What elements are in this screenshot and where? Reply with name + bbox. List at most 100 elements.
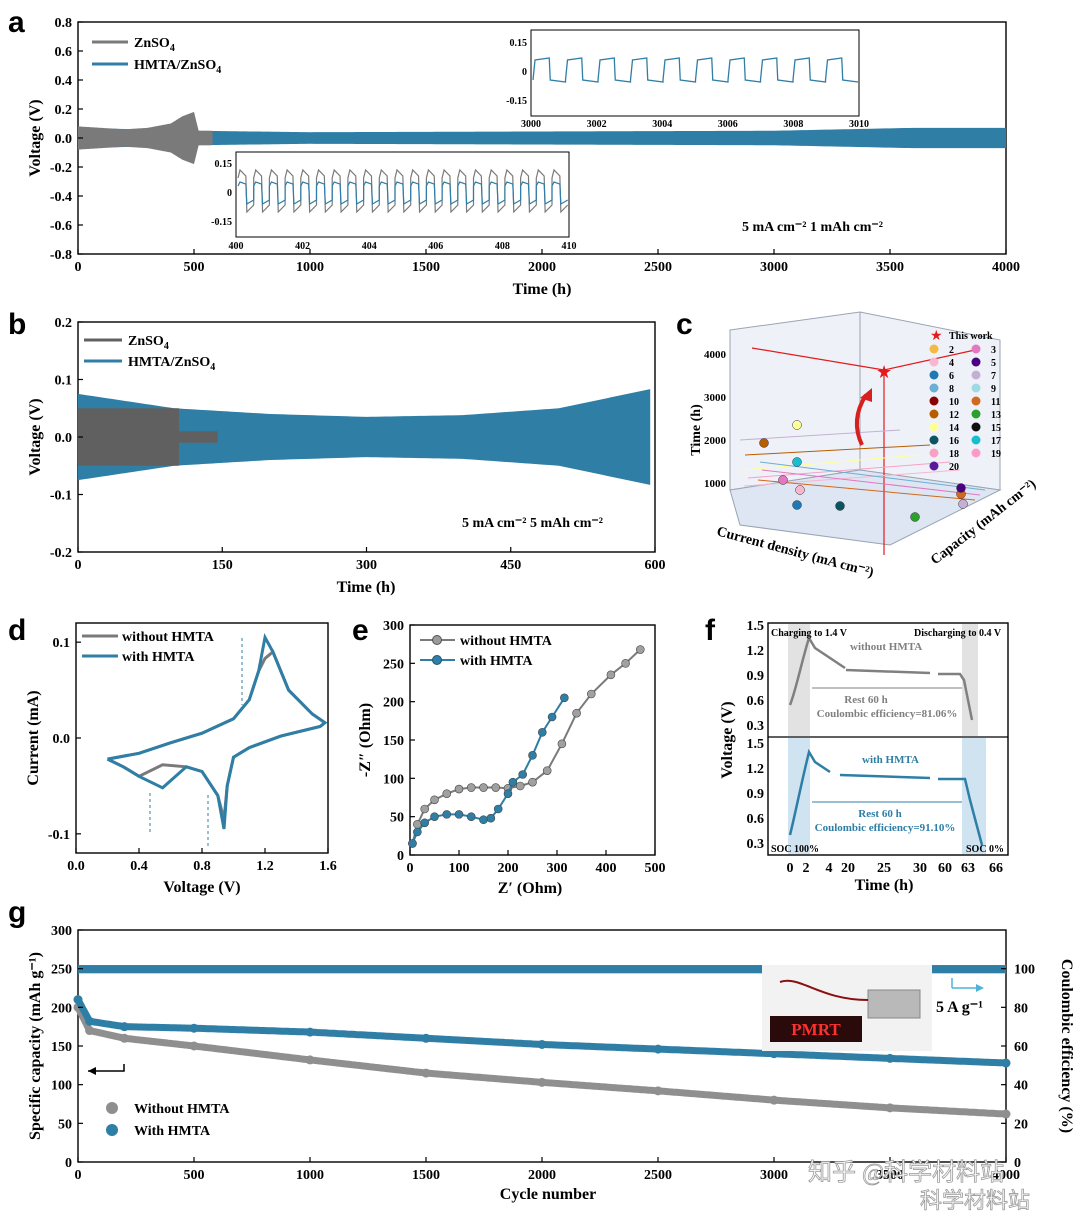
f-top-discharge-text: Discharging to 0.4 V (914, 628, 1002, 639)
c-legend-text-4: 5 (991, 358, 996, 369)
e-point-0-16 (606, 670, 616, 680)
e-ytick-label-4: 100 (383, 772, 404, 787)
a-xtick-label-7: 3500 (876, 260, 904, 275)
g-annotation: 5 A g⁻¹ (936, 999, 983, 1016)
g-photo-device (867, 989, 921, 1019)
panel-a: a 0.8 0.6 0.4 0.2 0.0 -0.2 -0.4 -0.6 -0.8 0 500 10… (8, 6, 1020, 298)
a-ytick-label-7: -0.6 (50, 219, 72, 234)
c-point-6 (835, 501, 845, 511)
c-legend-text-10: 11 (991, 397, 1000, 408)
c-legend-marker-16 (971, 435, 981, 445)
b-y-label: Voltage (V) (27, 398, 44, 475)
g-ytick-label-3: 150 (51, 1040, 72, 1055)
b-x-ticks: 0 150 300 450 600 (75, 547, 666, 573)
a-inset-bottom-xtick-5: 410 (562, 241, 577, 252)
e-xtick-label-0: 0 (407, 861, 414, 876)
a-inset-top-xtick-3: 3006 (718, 119, 738, 130)
g-right-arrow (951, 978, 976, 989)
e-ytick-label-2: 200 (383, 696, 404, 711)
a-inset-bottom-frame (235, 151, 570, 238)
e-point-1-15 (547, 712, 557, 722)
b-y-ticks: 0.2 0.1 0.0 -0.1 -0.2 (50, 316, 83, 561)
e-point-0-5 (454, 784, 464, 794)
c-legend-marker-8 (971, 383, 981, 393)
f-top-charge-shade (788, 624, 810, 736)
a-series-znso4-band (78, 111, 213, 165)
c-legend-marker-6 (971, 370, 981, 380)
f-top-label: without HMTA (850, 641, 922, 653)
c-legend-text-17: 18 (949, 449, 959, 460)
e-point-1-14 (537, 728, 547, 737)
e-data-points (408, 645, 645, 848)
g-point-0-2 (119, 1033, 129, 1043)
b-series-znso4-tail (178, 431, 218, 443)
f-top-rest: Rest 60 h (844, 694, 887, 706)
f-ticks: 0 2 4 20 25 30 60 63 66 1.5 1.2 0.9 0.6 0.3 1.5 1.2 0.9 0… (747, 619, 1004, 876)
d-ytick-label-0: 0.1 (53, 636, 71, 651)
a-xtick-label-4: 2000 (528, 260, 556, 275)
c-legend-marker-9 (929, 396, 939, 406)
c-legend-text-6: 7 (991, 371, 996, 382)
a-xtick-label-2: 1000 (296, 260, 324, 275)
g-y2tick-label-3: 40 (1014, 1079, 1028, 1094)
d-y-ticks: 0.1 0.0 -0.1 (48, 636, 81, 843)
a-legend-text-0: ZnSO4 (134, 36, 175, 54)
panel-letter-f: f (705, 614, 716, 647)
g-xtick-label-7: 3500 (876, 1168, 904, 1183)
a-legend-text-1: HMTA/ZnSO4 (134, 58, 221, 76)
d-legend-text-1: with HMTA (122, 650, 195, 665)
g-legend-text-1: With HMTA (134, 1124, 211, 1139)
f-xtick-3: 20 (841, 861, 855, 876)
g-ce-band-1 (78, 965, 1006, 974)
g-point-1-4 (305, 1027, 315, 1037)
g-point-1-10 (1001, 1058, 1011, 1068)
d-x-label: Voltage (V) (163, 879, 240, 896)
f-x-label: Time (h) (855, 877, 914, 894)
a-y-ticks: 0.8 0.6 0.4 0.2 0.0 -0.2 -0.4 -0.6 -0.8 (50, 16, 83, 263)
e-ytick-label-0: 300 (383, 619, 404, 634)
f-ytick-top-3: 0.6 (747, 694, 765, 709)
d-legend-text-0: without HMTA (122, 630, 215, 645)
f-ytick-top-2: 0.9 (747, 669, 765, 684)
a-x-ticks: 0 500 1000 1500 2000 2500 3000 3500 4000 (75, 249, 1020, 275)
e-point-0-4 (442, 789, 452, 798)
g-y2tick-label-0: 100 (1014, 963, 1035, 978)
g-xtick-label-4: 2000 (528, 1168, 556, 1183)
e-xtick-label-1: 100 (449, 861, 470, 876)
c-legend-marker-17 (929, 448, 939, 458)
e-legend-marker-1 (432, 655, 442, 665)
a-inset-top-ytick-1: 0 (522, 67, 527, 78)
c-legend-text-0: This work (949, 331, 993, 342)
e-point-1-16 (560, 693, 569, 703)
c-point-0 (759, 438, 769, 448)
a-ytick-label-0: 0.8 (55, 16, 73, 31)
a-xtick-label-6: 3000 (760, 260, 788, 275)
c-legend-text-11: 12 (949, 410, 959, 421)
g-y-label: Specific capacity (mAh g⁻¹) (27, 952, 44, 1140)
g-point-1-2 (119, 1022, 129, 1032)
g-left-arrow-head (88, 1067, 96, 1075)
b-ytick-label-0: 0.2 (55, 316, 73, 331)
e-point-1-1 (413, 827, 422, 837)
f-top-ce: Coulombic efficiency=81.06% (817, 708, 958, 720)
a-inset-bottom-series-blue (237, 181, 569, 206)
g-photo-led-text: PMRT (791, 1020, 841, 1039)
a-y-label: Voltage (V) (27, 99, 44, 176)
e-point-0-14 (572, 708, 581, 718)
panel-letter-g: g (8, 896, 26, 929)
b-ytick-label-2: 0.0 (55, 431, 73, 446)
a-inset-top-ytick-2: -0.15 (506, 96, 527, 107)
a-inset-bottom-ytick-2: -0.15 (211, 217, 232, 228)
b-series-znso4-band (78, 408, 179, 466)
c-legend-marker-18 (971, 448, 981, 458)
f-xtick-6: 60 (938, 861, 952, 876)
c-legend-text-16: 17 (991, 436, 1001, 447)
a-inset-bottom-xtick-3: 406 (428, 241, 443, 252)
panel-letter-a: a (8, 6, 25, 39)
c-legend-marker-7 (929, 383, 939, 393)
a-inset-top-xtick-4: 3008 (783, 119, 803, 130)
a-ytick-label-1: 0.6 (55, 45, 73, 60)
f-xtick-2: 4 (826, 861, 833, 876)
f-ytick-bottom-4: 0.3 (747, 837, 765, 852)
c-point-4 (795, 485, 805, 495)
